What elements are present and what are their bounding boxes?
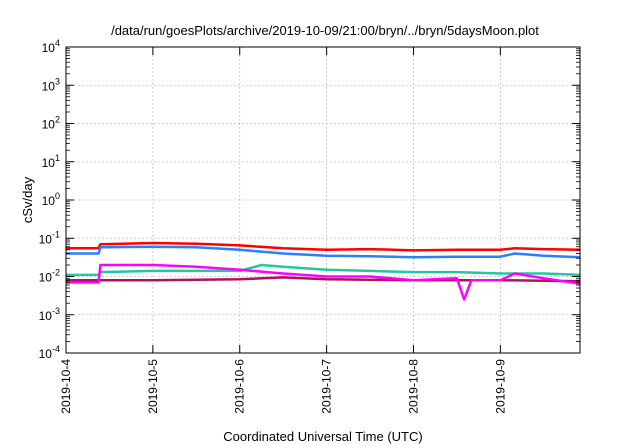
series-teal-line: [66, 263, 581, 277]
y-tick-base: 10: [39, 347, 53, 361]
x-tick-label: 2019-10-7: [320, 359, 334, 414]
x-axis-label: Coordinated Universal Time (UTC): [223, 429, 422, 444]
y-tick-base: 10: [42, 79, 56, 93]
y-tick-base: 10: [42, 194, 56, 208]
series-red-line: [66, 241, 581, 252]
y-tick-label: 10-4: [39, 344, 60, 361]
y-tick-base: 10: [39, 309, 53, 323]
y-tick-label: 100: [42, 191, 60, 208]
y-axis-label: cSv/day: [20, 176, 35, 223]
y-tick-exponent: 0: [55, 191, 60, 201]
x-tick-label: 2019-10-8: [406, 359, 420, 414]
y-tick-exponent: 3: [55, 76, 60, 86]
y-tick-label: 10-3: [39, 306, 60, 323]
series-blue-line: [66, 245, 581, 259]
x-tick-label: 2019-10-5: [146, 359, 160, 414]
axis-ticks: [65, 46, 580, 354]
y-tick-exponent: 1: [55, 153, 60, 163]
y-tick-label: 104: [42, 38, 60, 55]
chart-title: /data/run/goesPlots/archive/2019-10-09/2…: [111, 23, 539, 38]
y-tick-base: 10: [42, 118, 56, 132]
y-tick-base: 10: [42, 156, 56, 170]
y-tick-exponent: -4: [52, 344, 60, 354]
y-tick-exponent: 4: [55, 38, 60, 48]
y-tick-label: 102: [42, 115, 60, 132]
y-tick-label: 103: [42, 76, 60, 93]
x-tick-labels: 2019-10-4 2019-10-5 2019-10-6 2019-10-7 2019…: [59, 359, 507, 414]
y-tick-label: 10-2: [39, 268, 60, 285]
y-tick-base: 10: [39, 271, 53, 285]
y-tick-label: 10-1: [39, 229, 60, 246]
y-tick-base: 10: [39, 232, 53, 246]
y-tick-exponent: -2: [52, 268, 60, 278]
series-magenta-line: [66, 263, 581, 301]
x-tick-label: 2019-10-4: [59, 359, 73, 414]
y-tick-exponent: 2: [55, 115, 60, 125]
x-tick-label: 2019-10-9: [493, 359, 507, 414]
y-tick-label: 101: [42, 153, 60, 170]
y-tick-base: 10: [42, 41, 56, 55]
x-tick-label: 2019-10-6: [233, 359, 247, 414]
y-tick-exponent: -3: [52, 306, 60, 316]
y-tick-exponent: -1: [52, 229, 60, 239]
grid: [66, 47, 580, 353]
series-lines: [66, 241, 581, 301]
